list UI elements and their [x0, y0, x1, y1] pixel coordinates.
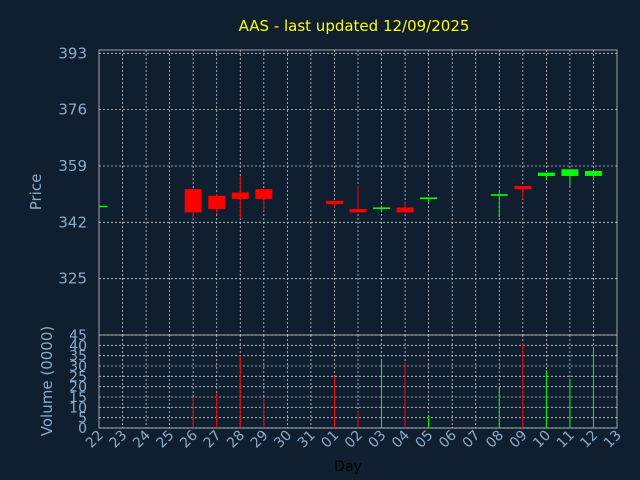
candle-body	[231, 192, 249, 200]
price-axis-label: Price	[27, 174, 45, 211]
day-tick-label: 27	[201, 428, 225, 452]
candle-body	[99, 205, 108, 208]
candle-body	[373, 207, 391, 210]
volume-tick-label: 40	[69, 338, 87, 354]
volume-tick-label: 30	[69, 359, 87, 375]
candle-body	[420, 197, 438, 200]
candle-body	[561, 169, 579, 176]
volume-tick-label: 0	[78, 421, 87, 437]
volume-tick-label: 15	[69, 390, 87, 406]
candle-body	[184, 189, 202, 213]
day-axis: 22 23 24 25 26 27 28 29 30 31 01 02 03 04 05 06 07 08 09 10…	[83, 427, 625, 451]
day-tick-label: 23	[106, 428, 130, 452]
day-tick-label: 05	[413, 428, 437, 452]
price-tick-label: 376	[58, 101, 87, 119]
day-tick-label: 25	[154, 428, 178, 452]
candle-body	[349, 209, 367, 213]
volume-tick-label: 10	[69, 400, 87, 416]
candle-body	[537, 172, 555, 176]
day-tick-label: 03	[365, 428, 389, 452]
volume-tick-label: 25	[69, 369, 87, 385]
price-panel: 393 376 359 342 325	[58, 44, 618, 336]
candle-body	[396, 207, 414, 213]
price-tick-label: 342	[58, 213, 87, 231]
day-axis-label: Day	[334, 459, 362, 475]
day-tick-label: 07	[460, 428, 484, 452]
candle-body	[255, 189, 273, 200]
day-tick-label: 10	[530, 428, 554, 452]
day-tick-label: 02	[342, 428, 366, 452]
volume-tick-label: 45	[69, 328, 87, 344]
chart-title: AAS - last updated 12/09/2025	[239, 17, 470, 35]
volume-axis-label: Volume (0000)	[38, 326, 56, 436]
day-tick-label: 12	[577, 428, 601, 452]
price-tick-label: 393	[58, 44, 87, 62]
day-tick-label: 28	[224, 428, 248, 452]
day-tick-label: 13	[601, 428, 625, 452]
day-tick-label: 29	[248, 428, 272, 452]
candle-body	[514, 185, 532, 190]
candle-body	[325, 200, 343, 205]
volume-tick-label: 35	[69, 349, 87, 365]
price-tick-label: 325	[58, 270, 87, 288]
volume-tick-label: 20	[69, 380, 87, 396]
day-tick-label: 01	[318, 428, 342, 452]
day-tick-label: 30	[271, 428, 295, 452]
candle-body	[490, 194, 508, 196]
day-tick-label: 04	[389, 427, 413, 451]
day-tick-label: 06	[436, 427, 460, 451]
day-tick-label: 31	[295, 428, 319, 452]
day-tick-label: 24	[130, 427, 154, 451]
day-tick-label: 11	[554, 428, 578, 452]
day-tick-label: 09	[507, 428, 531, 452]
day-tick-label: 26	[177, 427, 201, 451]
volume-tick-label: 5	[78, 411, 87, 427]
price-tick-label: 359	[58, 157, 87, 175]
candle-body	[208, 195, 226, 210]
day-tick-label: 08	[483, 428, 507, 452]
candle-body	[584, 170, 602, 176]
